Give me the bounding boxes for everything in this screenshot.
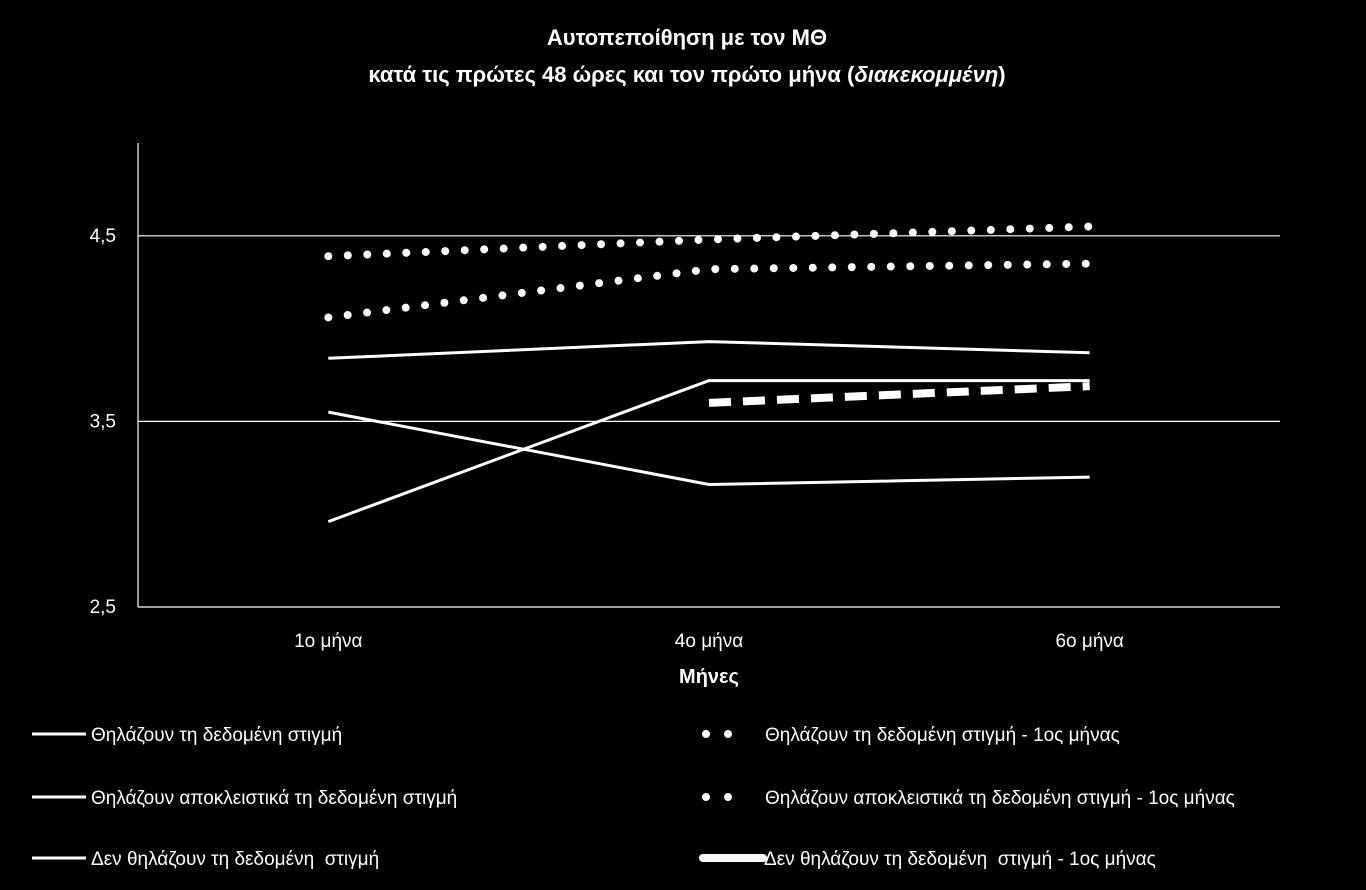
chart-title-line2-suffix: ) <box>998 62 1005 87</box>
legend-item-6: Δεν θηλάζουν τη δεδομένη στιγμή - 1ος μή… <box>699 849 1156 870</box>
series-line-6 <box>708 382 1090 407</box>
y-tick-labels: 2,5 3,5 4,5 <box>90 226 116 618</box>
legend-label: Δεν θηλάζουν τη δεδομένη στιγμή - 1ος μή… <box>764 849 1156 870</box>
legend-item-1: Θηλάζουν τη δεδομένη στιγμή <box>32 725 342 746</box>
chart-title-line2-italic: διακεκομμένη <box>854 62 998 87</box>
legend-label: Θηλάζουν αποκλειστικά τη δεδομένη στιγμή… <box>765 788 1235 809</box>
x-tick-label: 4ο μήνα <box>675 631 743 652</box>
chart-title-line2-prefix: κατά τις πρώτες 48 ώρες και τον πρώτο μή… <box>368 62 855 87</box>
gridlines <box>138 235 1280 608</box>
legend-item-3: Δεν θηλάζουν τη δεδομένη στιγμή <box>32 849 379 870</box>
x-tick-labels: 1ο μήνα 4ο μήνα 6ο μήνα <box>294 631 1124 652</box>
x-axis-title: Μήνες <box>679 666 739 688</box>
y-tick-label: 3,5 <box>90 411 116 432</box>
legend-item-2: Θηλάζουν αποκλειστικά τη δεδομένη στιγμή <box>32 788 457 809</box>
legend-label: Δεν θηλάζουν τη δεδομένη στιγμή <box>91 849 379 870</box>
x-tick-label: 1ο μήνα <box>294 631 362 652</box>
legend-label: Θηλάζουν αποκλειστικά τη δεδομένη στιγμή <box>91 788 457 809</box>
x-tick-label: 6ο μήνα <box>1055 631 1123 652</box>
y-tick-label: 2,5 <box>90 597 116 618</box>
legend-label: Θηλάζουν τη δεδομένη στιγμή - 1ος μήνας <box>765 725 1120 746</box>
legend: Θηλάζουν τη δεδομένη στιγμή Θηλάζουν αποκ… <box>32 725 1235 870</box>
series-lines <box>324 222 1094 524</box>
legend-item-5: Θηλάζουν αποκλειστικά τη δεδομένη στιγμή… <box>702 788 1235 809</box>
chart-title-line1: Αυτοπεποίθηση με τον ΜΘ <box>547 25 827 50</box>
legend-label: Θηλάζουν τη δεδομένη στιγμή <box>91 725 342 746</box>
chart-title-line2: κατά τις πρώτες 48 ώρες και τον πρώτο μή… <box>368 62 1005 87</box>
y-tick-label: 4,5 <box>90 226 116 247</box>
legend-item-4: Θηλάζουν τη δεδομένη στιγμή - 1ος μήνας <box>702 725 1120 746</box>
